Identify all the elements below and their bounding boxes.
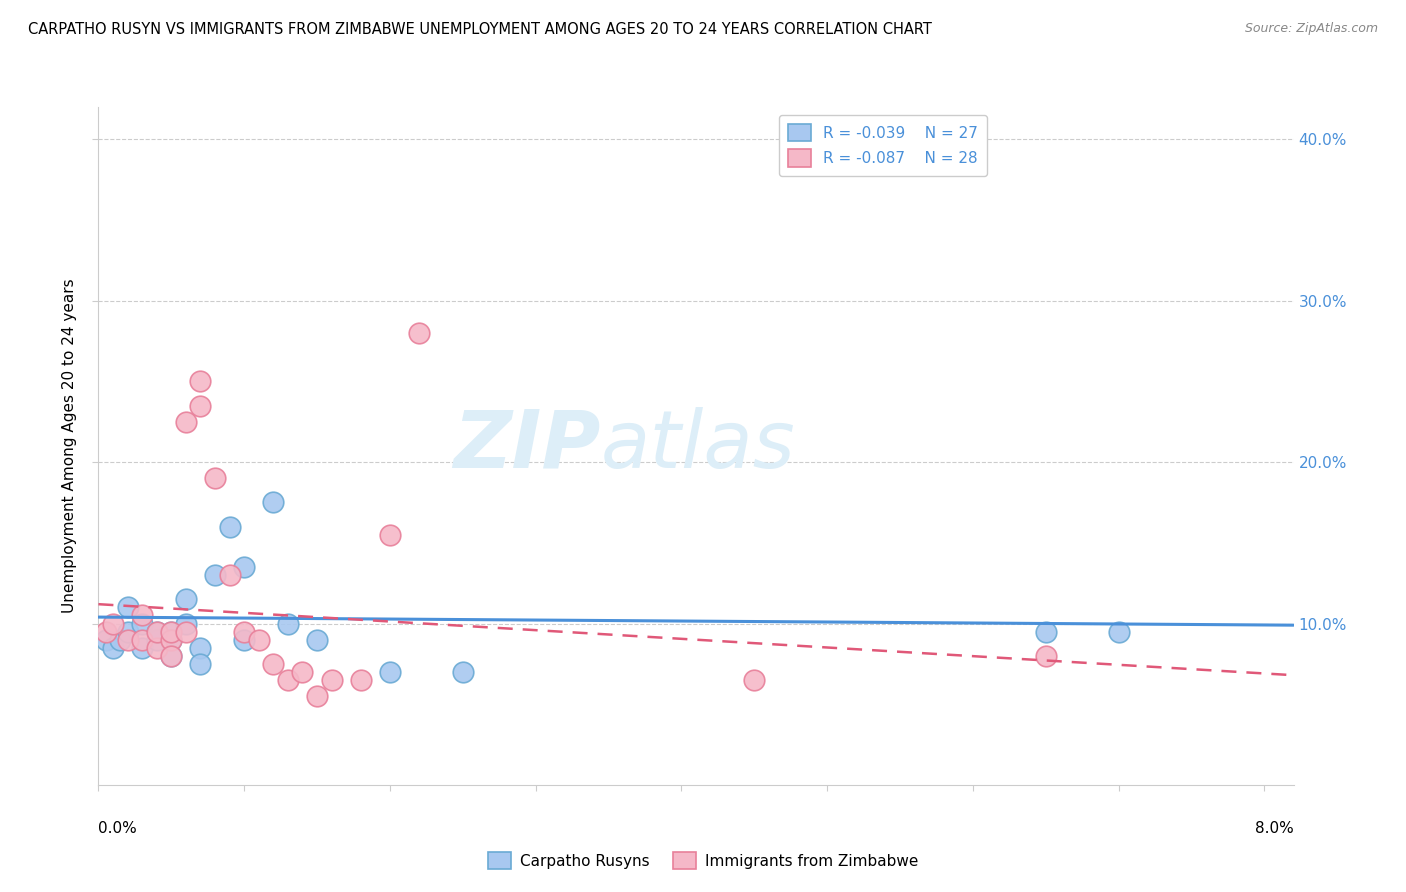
Point [131, 632, 153, 647]
Point [378, 665, 401, 679]
Point [233, 624, 256, 639]
Point [218, 519, 240, 533]
Point [262, 657, 284, 671]
Point [174, 592, 197, 607]
Point [174, 616, 197, 631]
Point [233, 560, 256, 574]
Point [160, 648, 183, 663]
Point [190, 657, 212, 671]
Point [110, 632, 132, 647]
Point [321, 673, 343, 687]
Point [190, 375, 212, 389]
Point [145, 624, 167, 639]
Text: ZIP: ZIP [453, 407, 600, 485]
Point [160, 624, 183, 639]
Point [160, 624, 183, 639]
Point [291, 665, 314, 679]
Point [350, 673, 373, 687]
Text: 8.0%: 8.0% [1254, 821, 1294, 836]
Text: Source: ZipAtlas.com: Source: ZipAtlas.com [1244, 22, 1378, 36]
Point [117, 624, 139, 639]
Point [131, 616, 153, 631]
Point [742, 673, 765, 687]
Point [277, 616, 299, 631]
Y-axis label: Unemployment Among Ages 20 to 24 years: Unemployment Among Ages 20 to 24 years [62, 278, 77, 614]
Point [378, 528, 401, 542]
Text: atlas: atlas [600, 407, 796, 485]
Point [101, 640, 124, 655]
Point [145, 632, 167, 647]
Point [1035, 648, 1057, 663]
Point [101, 616, 124, 631]
Legend: R = -0.039    N = 27, R = -0.087    N = 28: R = -0.039 N = 27, R = -0.087 N = 28 [779, 115, 987, 176]
Point [1108, 624, 1130, 639]
Legend: Carpatho Rusyns, Immigrants from Zimbabwe: Carpatho Rusyns, Immigrants from Zimbabw… [482, 846, 924, 875]
Point [233, 632, 256, 647]
Point [277, 673, 299, 687]
Point [131, 640, 153, 655]
Point [160, 648, 183, 663]
Point [218, 568, 240, 582]
Point [190, 399, 212, 413]
Point [94, 624, 117, 639]
Point [94, 632, 117, 647]
Point [305, 689, 328, 703]
Point [408, 326, 430, 340]
Point [145, 624, 167, 639]
Point [305, 632, 328, 647]
Point [1035, 624, 1057, 639]
Point [160, 632, 183, 647]
Point [117, 632, 139, 647]
Point [451, 665, 474, 679]
Point [160, 632, 183, 647]
Point [247, 632, 270, 647]
Point [204, 568, 226, 582]
Point [174, 415, 197, 429]
Point [131, 608, 153, 623]
Point [262, 495, 284, 509]
Text: 0.0%: 0.0% [98, 821, 138, 836]
Point [174, 624, 197, 639]
Point [117, 600, 139, 615]
Text: CARPATHO RUSYN VS IMMIGRANTS FROM ZIMBABWE UNEMPLOYMENT AMONG AGES 20 TO 24 YEAR: CARPATHO RUSYN VS IMMIGRANTS FROM ZIMBAB… [28, 22, 932, 37]
Point [204, 471, 226, 485]
Point [190, 640, 212, 655]
Point [145, 640, 167, 655]
